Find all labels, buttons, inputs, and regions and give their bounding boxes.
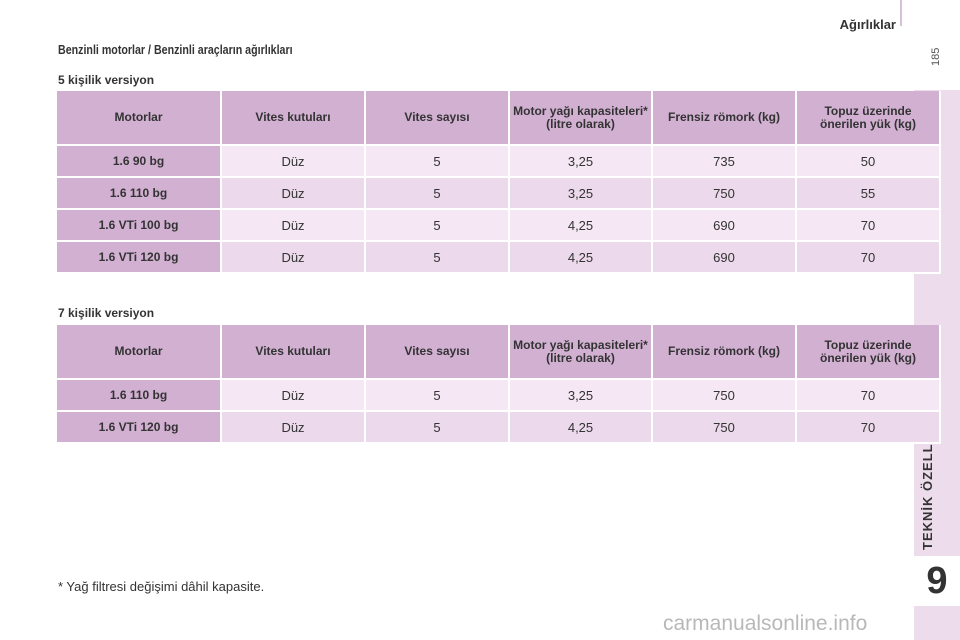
col-header-engines: Motorlar xyxy=(57,91,222,146)
col-header-towball-load: Topuz üzerinde önerilen yük (kg) xyxy=(797,325,941,380)
section-title: Benzinli motorlar / Benzinli araçların a… xyxy=(58,42,293,57)
engine-cell: 1.6 VTi 100 bg xyxy=(57,210,222,242)
page-number: 185 xyxy=(930,47,942,66)
table-row: 1.6 110 bg Düz 5 3,25 750 55 xyxy=(57,178,941,210)
engine-cell: 1.6 VTi 120 bg xyxy=(57,412,222,444)
engine-cell: 1.6 90 bg xyxy=(57,146,222,178)
gearbox-cell: Düz xyxy=(222,210,366,242)
table-subtitle-5-seat: 5 kişilik versiyon xyxy=(58,73,155,87)
towball-load-cell: 70 xyxy=(797,242,941,274)
col-header-oil-capacity: Motor yağı kapasiteleri* (litre olarak) xyxy=(510,91,653,146)
gear-count-cell: 5 xyxy=(366,178,510,210)
weights-table-7-seat: Motorlar Vites kutuları Vites sayısı Mot… xyxy=(57,325,941,444)
table-row: 1.6 VTi 100 bg Düz 5 4,25 690 70 xyxy=(57,210,941,242)
col-header-gearbox: Vites kutuları xyxy=(222,91,366,146)
col-header-gearbox: Vites kutuları xyxy=(222,325,366,380)
gear-count-cell: 5 xyxy=(366,242,510,274)
table-row: 1.6 110 bg Düz 5 3,25 750 70 xyxy=(57,380,941,412)
col-header-oil-capacity: Motor yağı kapasiteleri* (litre olarak) xyxy=(510,325,653,380)
unbraked-trailer-cell: 735 xyxy=(653,146,797,178)
unbraked-trailer-cell: 750 xyxy=(653,178,797,210)
chapter-number: 9 xyxy=(926,560,948,602)
gearbox-cell: Düz xyxy=(222,146,366,178)
col-header-engines: Motorlar xyxy=(57,325,222,380)
header-divider xyxy=(900,0,902,26)
gearbox-cell: Düz xyxy=(222,380,366,412)
col-header-unbraked-trailer: Frensiz römork (kg) xyxy=(653,91,797,146)
oil-capacity-cell: 3,25 xyxy=(510,380,653,412)
gear-count-cell: 5 xyxy=(366,380,510,412)
oil-capacity-cell: 4,25 xyxy=(510,210,653,242)
gearbox-cell: Düz xyxy=(222,242,366,274)
table-row: 1.6 90 bg Düz 5 3,25 735 50 xyxy=(57,146,941,178)
chapter-number-box xyxy=(914,556,960,606)
towball-load-cell: 70 xyxy=(797,412,941,444)
weights-table-5-seat: Motorlar Vites kutuları Vites sayısı Mot… xyxy=(57,91,941,274)
towball-load-cell: 55 xyxy=(797,178,941,210)
oil-capacity-cell: 3,25 xyxy=(510,146,653,178)
towball-load-cell: 70 xyxy=(797,380,941,412)
engine-cell: 1.6 VTi 120 bg xyxy=(57,242,222,274)
page-header-title: Ağırlıklar xyxy=(839,17,896,32)
col-header-towball-load: Topuz üzerinde önerilen yük (kg) xyxy=(797,91,941,146)
engine-cell: 1.6 110 bg xyxy=(57,178,222,210)
oil-capacity-cell: 3,25 xyxy=(510,178,653,210)
gear-count-cell: 5 xyxy=(366,146,510,178)
gear-count-cell: 5 xyxy=(366,412,510,444)
unbraked-trailer-cell: 690 xyxy=(653,210,797,242)
gear-count-cell: 5 xyxy=(366,210,510,242)
gearbox-cell: Düz xyxy=(222,178,366,210)
oil-capacity-cell: 4,25 xyxy=(510,412,653,444)
table-header-row: Motorlar Vites kutuları Vites sayısı Mot… xyxy=(57,325,941,380)
table-header-row: Motorlar Vites kutuları Vites sayısı Mot… xyxy=(57,91,941,146)
footnote: * Yağ filtresi değişimi dâhil kapasite. xyxy=(58,579,265,594)
col-header-gear-count: Vites sayısı xyxy=(366,325,510,380)
table-row: 1.6 VTi 120 bg Düz 5 4,25 690 70 xyxy=(57,242,941,274)
towball-load-cell: 50 xyxy=(797,146,941,178)
col-header-unbraked-trailer: Frensiz römork (kg) xyxy=(653,325,797,380)
unbraked-trailer-cell: 750 xyxy=(653,380,797,412)
unbraked-trailer-cell: 750 xyxy=(653,412,797,444)
oil-capacity-cell: 4,25 xyxy=(510,242,653,274)
engine-cell: 1.6 110 bg xyxy=(57,380,222,412)
col-header-gear-count: Vites sayısı xyxy=(366,91,510,146)
unbraked-trailer-cell: 690 xyxy=(653,242,797,274)
watermark: carmanualsonline.info xyxy=(663,612,868,635)
towball-load-cell: 70 xyxy=(797,210,941,242)
table-row: 1.6 VTi 120 bg Düz 5 4,25 750 70 xyxy=(57,412,941,444)
gearbox-cell: Düz xyxy=(222,412,366,444)
table-subtitle-7-seat: 7 kişilik versiyon xyxy=(58,306,155,320)
